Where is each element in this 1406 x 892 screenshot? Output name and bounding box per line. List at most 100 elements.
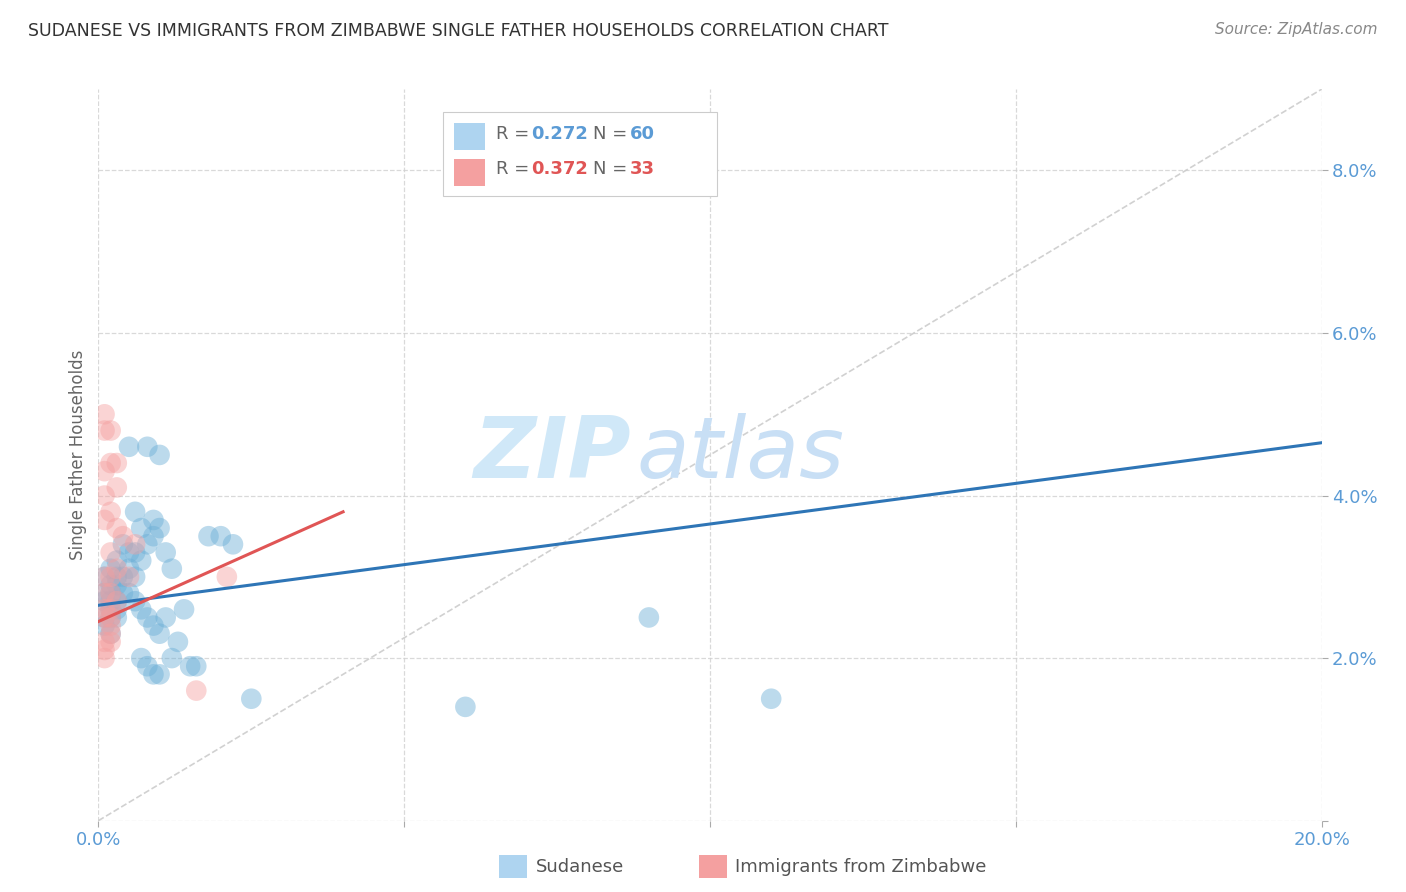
Point [136,610,159,624]
Point [129,521,152,535]
Point [160,651,183,665]
Text: Sudanese: Sudanese [536,858,624,876]
Point [240,691,263,706]
Point [142,529,165,543]
Point [173,602,195,616]
Point [100,586,122,600]
Point [759,691,782,706]
Point [93,635,115,649]
Point [105,594,128,608]
Point [118,545,141,559]
Point [105,578,128,592]
Text: 0.372: 0.372 [531,161,588,178]
Point [100,626,122,640]
Point [197,529,219,543]
Point [93,464,115,478]
Point [111,537,134,551]
Point [93,586,115,600]
Point [105,570,128,584]
Text: SUDANESE VS IMMIGRANTS FROM ZIMBABWE SINGLE FATHER HOUSEHOLDS CORRELATION CHART: SUDANESE VS IMMIGRANTS FROM ZIMBABWE SIN… [28,22,889,40]
Point [100,570,122,584]
Point [93,489,115,503]
Point [118,562,141,576]
Point [186,659,208,673]
Point [105,562,128,576]
Point [105,456,128,470]
Point [105,594,128,608]
Point [167,635,190,649]
Point [93,407,115,421]
Point [100,545,122,559]
Point [637,610,661,624]
Point [186,683,208,698]
Point [111,570,134,584]
Point [124,505,146,519]
Point [100,610,122,624]
Text: 0.272: 0.272 [531,125,588,143]
Point [160,562,183,576]
Point [142,513,165,527]
Point [93,570,115,584]
Point [100,424,122,438]
Text: R =: R = [496,125,536,143]
Point [111,529,134,543]
Point [100,626,122,640]
Text: atlas: atlas [637,413,845,497]
Point [136,440,159,454]
Point [93,643,115,657]
Point [105,553,128,567]
Point [149,626,172,640]
Point [100,602,122,616]
Point [129,553,152,567]
Point [149,521,172,535]
Point [155,610,177,624]
Point [100,456,122,470]
Text: 33: 33 [630,161,655,178]
Text: 60: 60 [630,125,655,143]
Point [105,480,128,494]
Point [93,570,115,584]
Point [100,610,122,624]
Point [100,562,122,576]
Point [93,618,115,632]
Point [100,505,122,519]
Point [100,635,122,649]
Point [93,594,115,608]
Point [118,586,141,600]
Text: N =: N = [593,125,633,143]
Text: Source: ZipAtlas.com: Source: ZipAtlas.com [1215,22,1378,37]
Point [149,448,172,462]
Point [118,570,141,584]
Point [93,651,115,665]
Point [215,570,238,584]
Point [179,659,201,673]
Text: N =: N = [593,161,633,178]
Point [222,537,245,551]
Point [124,594,146,608]
Point [105,521,128,535]
Point [136,537,159,551]
Point [105,610,128,624]
Point [93,610,115,624]
Point [142,667,165,681]
Point [155,545,177,559]
Text: R =: R = [496,161,536,178]
Point [100,594,122,608]
Point [129,602,152,616]
Point [93,610,115,624]
Point [93,602,115,616]
Point [100,578,122,592]
Point [111,586,134,600]
Text: Immigrants from Zimbabwe: Immigrants from Zimbabwe [735,858,987,876]
Point [129,651,152,665]
Text: ZIP: ZIP [472,413,630,497]
Point [93,513,115,527]
Point [93,586,115,600]
Point [118,440,141,454]
Point [124,570,146,584]
Point [105,602,128,616]
Point [100,618,122,632]
Point [124,537,146,551]
Point [209,529,232,543]
Point [454,699,477,714]
